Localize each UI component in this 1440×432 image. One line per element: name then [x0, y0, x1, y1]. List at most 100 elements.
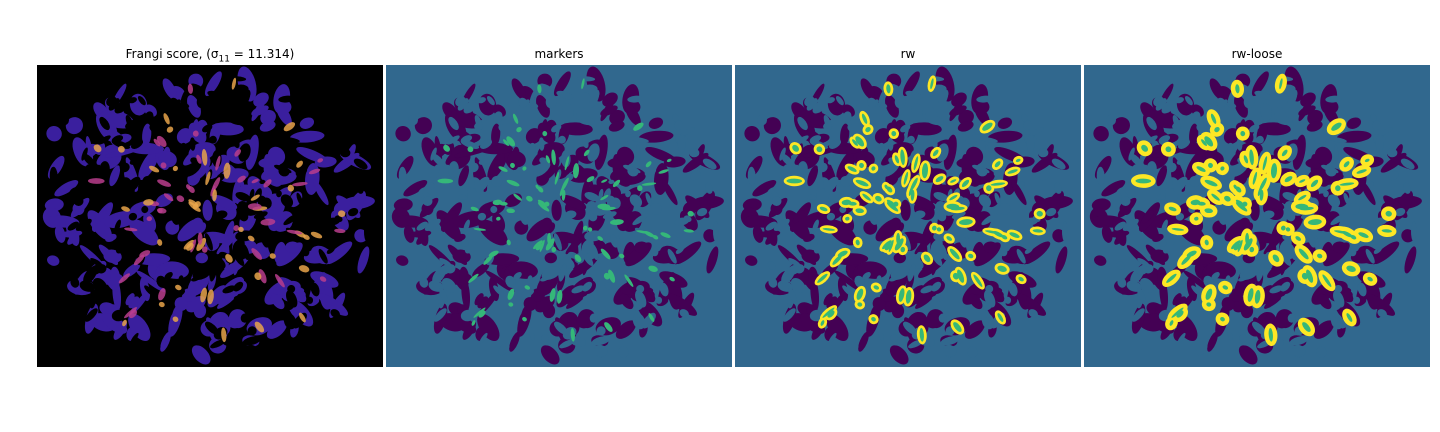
marker-seed: [601, 179, 608, 183]
marker-seed: [894, 238, 904, 251]
tissue-gap: [326, 247, 335, 254]
tissue-blob: [1119, 202, 1132, 215]
marker-seed: [1298, 248, 1309, 260]
tissue-gap: [97, 135, 111, 145]
tissue-gap: [842, 285, 855, 297]
marker-seed: [610, 219, 624, 226]
score-streak: [197, 232, 203, 245]
tissue-gap: [1327, 194, 1341, 208]
tissue-blob: [267, 146, 286, 165]
tissue-gap: [1280, 295, 1293, 302]
tissue-blob: [807, 165, 819, 187]
tissue-blob: [860, 78, 875, 100]
tissue-blob: [458, 165, 470, 187]
tissue-gap: [1116, 261, 1125, 270]
tissue-gap: [787, 264, 801, 275]
tissue-gap: [527, 275, 533, 285]
marker-seed: [886, 199, 896, 207]
panel-title: markers: [534, 47, 584, 61]
tissue-gap: [1045, 207, 1057, 217]
tissue-blob: [893, 252, 906, 264]
marker-seed: [1208, 162, 1213, 168]
marker-seed: [507, 208, 512, 213]
marker-seed: [1295, 236, 1302, 241]
tissue-blob: [616, 146, 635, 165]
score-streak: [172, 165, 178, 172]
tissue-gap: [775, 182, 784, 190]
tissue-gap: [1176, 154, 1193, 165]
tissue-gap: [1024, 263, 1031, 271]
score-streak: [215, 155, 221, 171]
tissue-gap: [280, 136, 300, 143]
marker-seed: [612, 179, 621, 188]
tissue-gap: [457, 98, 469, 111]
tissue-gap: [267, 134, 283, 144]
tissue-gap: [1136, 264, 1150, 275]
marker-seed: [1220, 166, 1225, 171]
tissue-blob: [1298, 97, 1313, 122]
tissue-gap: [92, 278, 108, 293]
tissue-gap: [1016, 248, 1026, 264]
tissue-gap: [984, 144, 990, 162]
tissue-gap: [493, 111, 503, 124]
marker-seed: [506, 136, 516, 147]
tissue-blob: [609, 109, 625, 125]
tissue-gap: [806, 98, 818, 111]
marker-seed: [847, 166, 857, 172]
marker-seed: [648, 265, 658, 272]
marker-seed: [539, 239, 545, 253]
marker-seed: [1385, 210, 1392, 217]
score-streak: [238, 226, 244, 233]
tissue-gap: [1279, 238, 1292, 255]
marker-seed: [1301, 272, 1308, 280]
marker-seed: [1204, 179, 1218, 187]
tissue-gap: [985, 284, 994, 293]
tissue-gap: [890, 266, 910, 280]
marker-seed: [556, 289, 563, 304]
tissue-gap: [419, 277, 429, 288]
tissue-blob: [823, 293, 833, 306]
marker-seed: [537, 199, 547, 207]
tissue-gap: [457, 194, 468, 200]
tissue-gap: [1196, 342, 1208, 356]
tissue-blob: [1209, 78, 1224, 100]
marker-seed: [603, 272, 610, 280]
tissue-gap: [238, 143, 251, 162]
tissue-gap: [222, 285, 236, 294]
marker-seed: [1335, 185, 1341, 192]
tissue-gap: [178, 142, 187, 160]
tissue-gap: [306, 296, 314, 304]
marker-seed: [896, 232, 901, 245]
marker-seed: [894, 155, 900, 164]
tissue-gap: [1357, 282, 1367, 297]
tissue-gap: [1373, 247, 1382, 254]
tissue-blob: [744, 126, 760, 142]
tissue-blob: [834, 270, 864, 293]
tissue-blob: [840, 123, 850, 146]
marker-seed: [633, 122, 644, 131]
marker-seed: [660, 232, 671, 238]
tissue-blob: [270, 293, 285, 310]
tissue-gap: [1054, 182, 1062, 194]
marker-seed: [891, 131, 897, 137]
tissue-blob: [526, 218, 552, 242]
tissue-gap: [702, 158, 717, 170]
tissue-gap: [169, 97, 179, 108]
marker-seed: [1233, 243, 1241, 251]
tissue-blob: [964, 320, 985, 339]
tissue-gap: [1120, 196, 1131, 207]
tissue-gap: [424, 218, 441, 231]
tissue-blob: [125, 293, 135, 306]
score-streak: [251, 248, 263, 260]
marker-seed: [658, 169, 669, 174]
tissue-blob: [488, 277, 500, 302]
tissue-gap: [1175, 97, 1184, 104]
tissue-gap: [1343, 192, 1350, 206]
marker-seed: [510, 162, 515, 168]
tissue-gap: [125, 115, 134, 130]
marker-seed: [1270, 163, 1278, 179]
marker-seed: [1214, 126, 1220, 133]
tissue-blob: [72, 202, 85, 215]
tissue-gap: [115, 238, 128, 254]
tissue-gap: [1155, 98, 1167, 111]
